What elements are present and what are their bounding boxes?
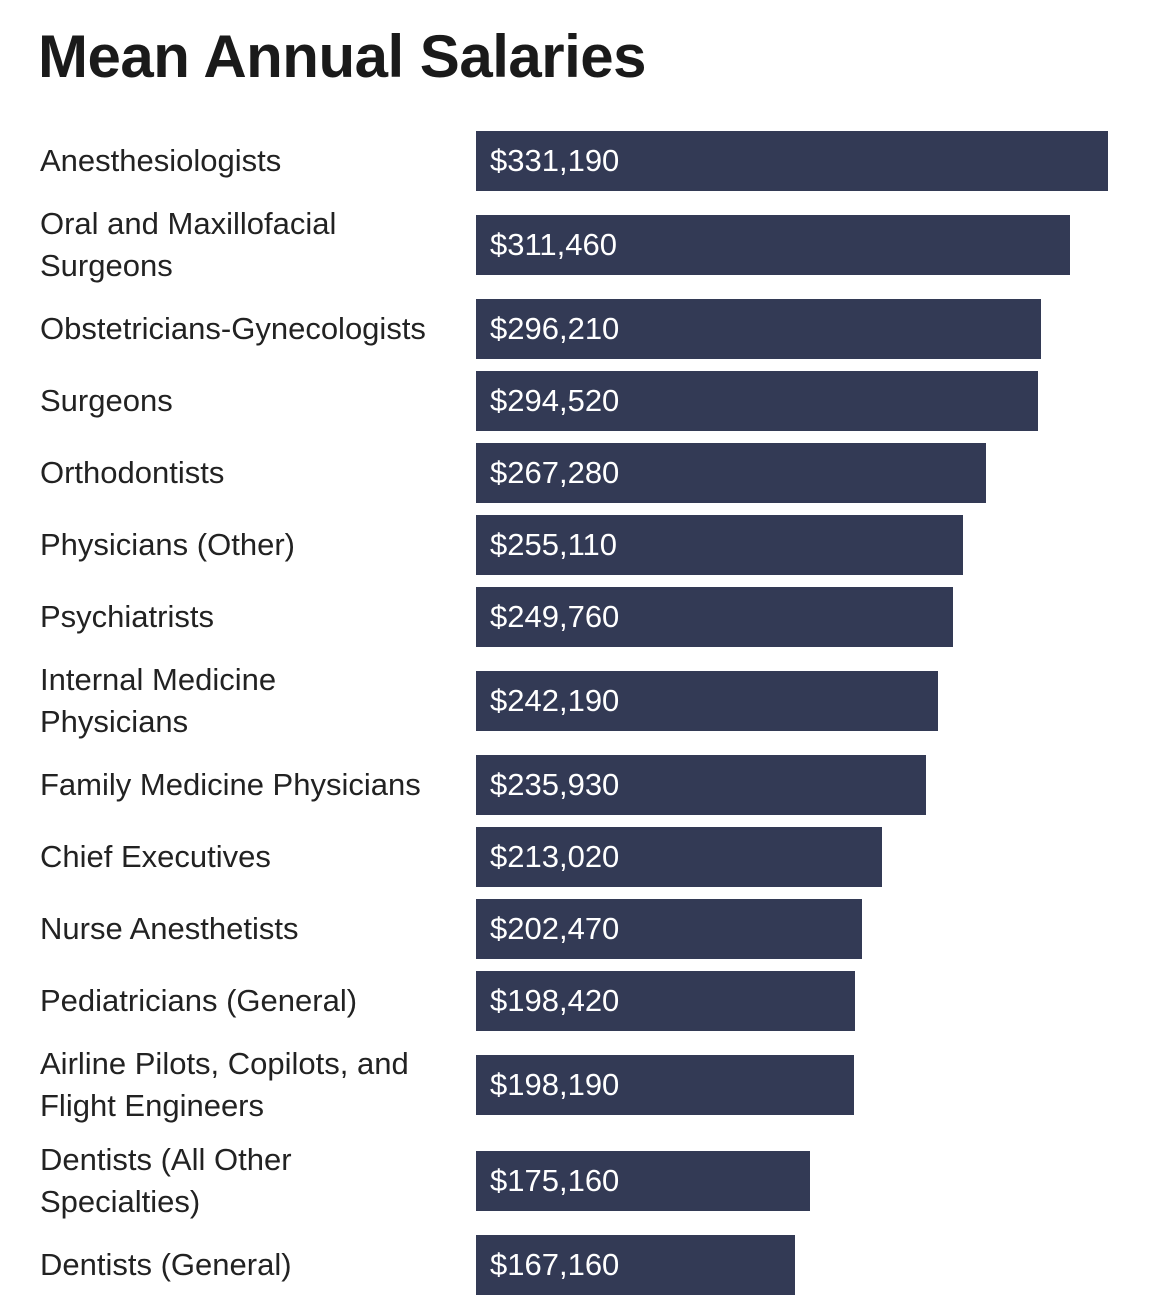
category-label: Chief Executives [40, 836, 465, 878]
bar-value-label: $294,520 [490, 383, 620, 418]
bar: $167,160 [476, 1235, 795, 1295]
bar: $311,460 [476, 215, 1070, 275]
bar: $175,160 [476, 1151, 810, 1211]
bar: $235,930 [476, 755, 926, 815]
category-label: Nurse Anesthetists [40, 908, 465, 950]
bar: $213,020 [476, 827, 882, 887]
bar-value-label: $242,190 [490, 683, 620, 718]
category-label: Obstetricians-Gynecologists [40, 308, 465, 350]
bar-value-label: $175,160 [490, 1163, 620, 1198]
bar-value-label: $198,420 [490, 983, 620, 1018]
category-label-line: Pediatricians (General) [40, 983, 358, 1018]
category-label: Psychiatrists [40, 596, 465, 638]
bar: $198,420 [476, 971, 855, 1031]
bar: $198,190 [476, 1055, 854, 1115]
category-label: Family Medicine Physicians [40, 764, 465, 806]
category-label-line: Anesthesiologists [40, 143, 282, 178]
category-label: Dentists (All Other Specialties) [40, 1139, 465, 1223]
category-label-line: Obstetricians-Gynecologists [40, 311, 426, 346]
category-label: Surgeons [40, 380, 465, 422]
category-label-line: Dentists (All Other [40, 1142, 292, 1177]
category-label-line: Chief Executives [40, 839, 271, 874]
category-label: Dentists (General) [40, 1244, 465, 1286]
category-label: Internal Medicine Physicians [40, 659, 465, 743]
category-label-line: Flight Engineers [40, 1088, 265, 1123]
bar-value-label: $249,760 [490, 599, 620, 634]
bar: $202,470 [476, 899, 862, 959]
bar: $267,280 [476, 443, 986, 503]
category-label-line: Surgeons [40, 383, 173, 418]
category-label: Airline Pilots, Copilots, and Flight Engi… [40, 1043, 465, 1127]
category-label: Oral and Maxillofacial Surgeons [40, 203, 465, 287]
bar-value-label: $198,190 [490, 1067, 620, 1102]
category-label-line: Internal Medicine [40, 662, 277, 697]
category-label: Physicians (Other) [40, 524, 465, 566]
bar-value-label: $331,190 [490, 143, 620, 178]
category-label-line: Airline Pilots, Copilots, and [40, 1046, 409, 1081]
category-label: Orthodontists [40, 452, 465, 494]
bar-value-label: $296,210 [490, 311, 620, 346]
category-label-line: Psychiatrists [40, 599, 214, 634]
category-label-line: Physicians [40, 704, 189, 739]
bar-value-label: $255,110 [490, 527, 617, 562]
category-label-line: Oral and Maxillofacial [40, 206, 337, 241]
category-label: Anesthesiologists [40, 140, 465, 182]
category-label-line: Family Medicine Physicians [40, 767, 421, 802]
bar-value-label: $267,280 [490, 455, 620, 490]
bar: $296,210 [476, 299, 1041, 359]
category-label-line: Nurse Anesthetists [40, 911, 299, 946]
bar-value-label: $202,470 [490, 911, 620, 946]
bar: $294,520 [476, 371, 1038, 431]
category-label-line: Specialties) [40, 1184, 201, 1219]
bar: $249,760 [476, 587, 953, 647]
chart-title: Mean Annual Salaries [38, 23, 647, 90]
bar-value-label: $213,020 [490, 839, 620, 874]
bar: $242,190 [476, 671, 938, 731]
bar-value-label: $235,930 [490, 767, 620, 802]
category-label: Pediatricians (General) [40, 980, 465, 1022]
bar-value-label: $311,460 [490, 227, 617, 262]
category-label-line: Orthodontists [40, 455, 225, 490]
bar: $255,110 [476, 515, 963, 575]
category-label-line: Physicians (Other) [40, 527, 295, 562]
category-label-line: Dentists (General) [40, 1247, 292, 1282]
bar-value-label: $167,160 [490, 1247, 620, 1282]
category-label-line: Surgeons [40, 248, 173, 283]
bar: $331,190 [476, 131, 1108, 191]
